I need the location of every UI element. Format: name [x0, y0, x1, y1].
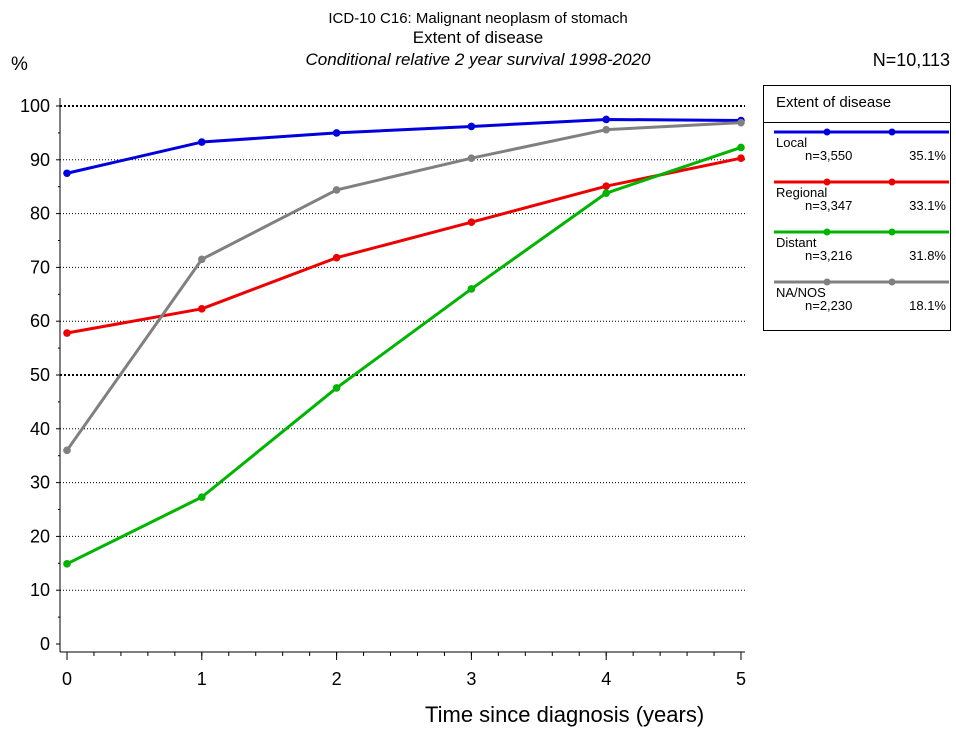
data-point-distant [737, 143, 745, 152]
x-tick-label: 1 [197, 669, 207, 689]
y-tick-label: 10 [30, 580, 50, 600]
data-point-regional [602, 182, 610, 190]
axes: 0 10 20 30 40 50 60 70 80 90 100 0 1 2 3 4 5 [20, 96, 746, 689]
y-tick-label: 40 [30, 419, 50, 439]
y-axis-unit-label: % [11, 54, 28, 75]
y-tick-label: 0 [40, 634, 50, 654]
total-count-label: N=10,113 [872, 50, 950, 70]
data-point-na-nos [332, 186, 341, 194]
series-line-na-nos [65, 121, 742, 452]
data-point-local [467, 122, 476, 131]
x-tick-label: 4 [601, 669, 611, 689]
legend-line-distant [774, 228, 949, 236]
y-tick-label: 90 [30, 150, 50, 170]
legend-line-local [774, 128, 949, 136]
legend-count: n=3,550 [805, 148, 853, 163]
chart-subtitle: Conditional relative 2 year survival 199… [305, 50, 651, 69]
legend-count: n=3,216 [805, 248, 853, 263]
x-tick-label: 0 [62, 669, 72, 689]
y-tick-label: 100 [20, 96, 50, 116]
data-point-local [332, 129, 341, 137]
data-point-local [63, 169, 71, 178]
data-point-na-nos [602, 125, 610, 134]
legend-count: n=3,347 [805, 198, 853, 213]
legend-item-na-nos: NA/NOS n=2,230 18.1% [764, 277, 952, 329]
data-point-local [198, 138, 206, 146]
data-point-regional [737, 154, 745, 162]
x-tick-label: 3 [466, 669, 476, 689]
data-point-na-nos [198, 255, 206, 264]
y-tick-label: 80 [30, 204, 50, 224]
series-group [63, 115, 745, 568]
legend-line-regional [774, 178, 949, 186]
chart-title-diagnosis: ICD-10 C16: Malignant neoplasm of stomac… [328, 10, 628, 27]
legend-count: n=2,230 [805, 298, 853, 313]
y-tick-label: 20 [30, 526, 50, 546]
legend-percent: 33.1% [909, 198, 946, 213]
legend-title: Extent of disease [776, 94, 892, 111]
y-tick-label: 70 [30, 257, 50, 277]
x-axis-label: Time since diagnosis (years) [425, 702, 705, 727]
grid-lines [60, 105, 745, 591]
legend-item-distant: Distant n=3,216 31.8% [764, 227, 952, 279]
data-point-na-nos [467, 154, 476, 162]
data-point-distant [602, 189, 610, 197]
data-point-local [602, 115, 610, 124]
series-line-distant [66, 146, 742, 566]
legend: Extent of disease Local n=3,550 35.1% Re… [763, 85, 951, 331]
legend-divider [764, 122, 950, 123]
y-tick-label: 30 [30, 473, 50, 493]
data-point-na-nos [737, 118, 745, 127]
data-point-regional [198, 305, 206, 313]
legend-percent: 18.1% [909, 298, 946, 313]
data-point-distant [63, 560, 71, 568]
legend-label: NA/NOS [776, 285, 826, 300]
x-tick-label: 5 [736, 669, 746, 689]
data-point-regional [63, 329, 71, 337]
series-line-local [66, 117, 742, 175]
legend-line-na-nos [774, 278, 949, 286]
data-point-distant [198, 493, 206, 501]
data-point-distant [467, 285, 476, 293]
chart-title: Extent of disease [412, 28, 544, 47]
legend-percent: 31.8% [909, 248, 946, 263]
legend-label: Regional [776, 185, 828, 200]
line-chart: 0 10 20 30 40 50 60 70 80 90 100 0 1 2 3 4 5 [20, 96, 746, 689]
legend-item-local: Local n=3,550 35.1% [764, 127, 952, 179]
y-tick-label: 60 [30, 311, 50, 331]
data-point-distant [332, 384, 341, 392]
legend-label: Distant [776, 235, 817, 250]
x-tick-label: 2 [332, 669, 342, 689]
data-point-regional [332, 253, 341, 262]
series-line-regional [66, 156, 742, 335]
legend-item-regional: Regional n=3,347 33.1% [764, 177, 952, 229]
legend-percent: 35.1% [909, 148, 946, 163]
legend-label: Local [776, 135, 808, 150]
data-point-na-nos [63, 446, 71, 455]
y-tick-label: 50 [30, 365, 50, 385]
data-point-regional [467, 218, 476, 227]
